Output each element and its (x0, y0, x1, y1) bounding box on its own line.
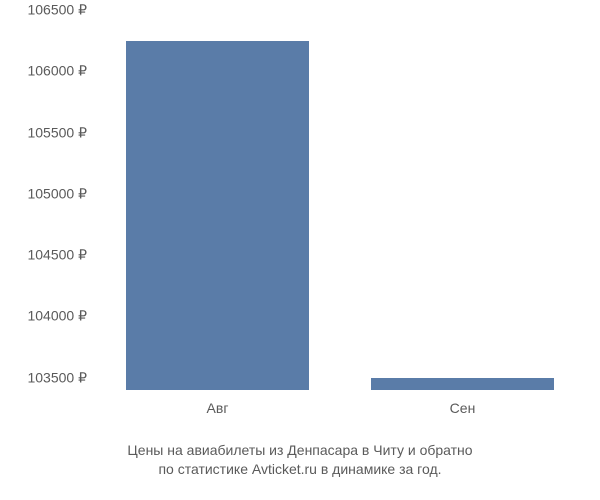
y-tick-label: 104500 ₽ (27, 247, 87, 264)
y-tick-label: 106500 ₽ (27, 2, 87, 19)
caption-line-2: по статистике Avticket.ru в динамике за … (0, 460, 600, 480)
bar (371, 378, 555, 390)
y-tick-label: 103500 ₽ (27, 369, 87, 386)
plot-area (95, 10, 585, 390)
caption-line-1: Цены на авиабилеты из Денпасара в Читу и… (0, 441, 600, 461)
x-axis: Авг Сен (95, 395, 585, 425)
x-tick-label: Сен (450, 400, 476, 416)
chart-caption: Цены на авиабилеты из Денпасара в Читу и… (0, 441, 600, 480)
price-chart: 103500 ₽ 104000 ₽ 104500 ₽ 105000 ₽ 105500 ₽… (0, 0, 600, 500)
y-tick-label: 105500 ₽ (27, 124, 87, 141)
y-tick-label: 106000 ₽ (27, 63, 87, 80)
bar (126, 41, 310, 390)
x-tick-label: Авг (207, 400, 229, 416)
y-tick-label: 105000 ₽ (27, 185, 87, 202)
y-axis: 103500 ₽ 104000 ₽ 104500 ₽ 105000 ₽ 105500 ₽… (0, 0, 95, 400)
y-tick-label: 104000 ₽ (27, 308, 87, 325)
